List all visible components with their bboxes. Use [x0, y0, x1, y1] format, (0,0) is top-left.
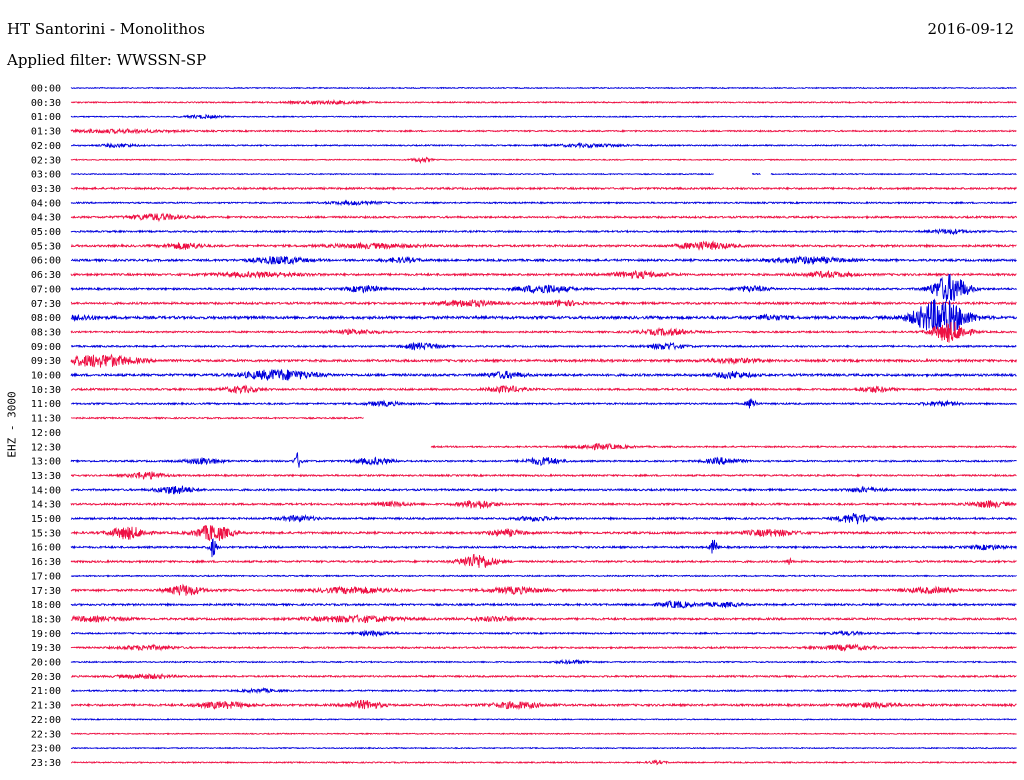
time-tick-label: 07:00: [31, 284, 61, 295]
time-tick-label: 04:30: [31, 213, 61, 224]
trace-line: [70, 746, 1017, 750]
trace-line: [70, 699, 1017, 711]
trace-line: [70, 583, 1017, 596]
time-tick-label: 18:30: [31, 614, 61, 625]
trace-line: [70, 199, 1017, 207]
time-tick-label: 20:00: [31, 658, 61, 669]
trace-line: [70, 512, 1017, 525]
trace-line: [70, 553, 1017, 568]
time-tick-label: 02:30: [31, 155, 61, 166]
trace-line: [70, 274, 1017, 302]
trace-line: [430, 442, 1017, 451]
time-tick-label: 05:30: [31, 241, 61, 252]
time-tick-label: 15:30: [31, 528, 61, 539]
trace-line: [70, 156, 1017, 165]
time-tick-label: 14:00: [31, 485, 61, 496]
trace-line: [70, 759, 1017, 766]
trace-line: [70, 98, 1017, 106]
time-tick-label: 23:30: [31, 758, 61, 769]
trace-line: [70, 186, 1017, 191]
trace-line: [70, 127, 1017, 135]
trace-line: [70, 524, 1017, 542]
trace-line: [70, 298, 1017, 309]
time-tick-label: 02:00: [31, 141, 61, 152]
trace-line: [70, 471, 1017, 480]
time-tick-label: 00:00: [31, 84, 61, 95]
time-tick-label: 00:30: [31, 98, 61, 109]
time-tick-label: 08:30: [31, 327, 61, 338]
trace-line: [70, 614, 1017, 624]
time-tick-label: 12:00: [31, 428, 61, 439]
time-tick-label: 07:30: [31, 299, 61, 310]
trace-line: [70, 212, 1017, 223]
trace-line: [70, 255, 1017, 266]
time-tick-label: 20:30: [31, 672, 61, 683]
time-tick-label: 09:30: [31, 356, 61, 367]
time-tick-label: 16:30: [31, 557, 61, 568]
trace-line: [71, 142, 1017, 149]
trace-line: [70, 485, 1017, 495]
station-title: HT Santorini - Monolithos: [7, 20, 205, 38]
time-tick-label: 13:30: [31, 471, 61, 482]
trace-line: [70, 600, 1017, 609]
time-tick-label: 23:00: [31, 744, 61, 755]
filter-label: Applied filter: WWSSN-SP: [7, 51, 207, 69]
trace-line: [70, 369, 1017, 381]
time-tick-label: 22:30: [31, 729, 61, 740]
time-tick-label: 22:00: [31, 715, 61, 726]
trace-line: [70, 298, 1017, 335]
trace-line: [70, 113, 1017, 120]
time-tick-label: 03:30: [31, 184, 61, 195]
time-tick-label: 11:00: [31, 399, 61, 410]
trace-line: [70, 172, 1017, 176]
time-tick-label: 08:00: [31, 313, 61, 324]
trace-line: [70, 86, 1017, 90]
time-tick-label: 01:00: [31, 112, 61, 123]
trace-line: [70, 341, 1017, 351]
time-tick-label: 18:00: [31, 600, 61, 611]
time-tick-label: 19:30: [31, 643, 61, 654]
time-tick-label: 14:30: [31, 500, 61, 511]
trace-line: [70, 732, 1017, 736]
time-tick-label: 01:30: [31, 127, 61, 138]
trace-line: [70, 673, 1017, 680]
time-tick-label: 17:30: [31, 586, 61, 597]
time-tick-label: 21:30: [31, 701, 61, 712]
time-tick-label: 15:00: [31, 514, 61, 525]
time-tick-label: 13:00: [31, 457, 61, 468]
time-tick-label: 06:00: [31, 256, 61, 267]
trace-line: [70, 322, 1017, 343]
time-tick-label: 09:00: [31, 342, 61, 353]
trace-line: [70, 416, 364, 420]
time-tick-label: 10:30: [31, 385, 61, 396]
time-tick-label: 11:30: [31, 414, 61, 425]
time-tick-label: 12:30: [31, 442, 61, 453]
trace-line: [70, 686, 1017, 695]
trace-line: [70, 629, 1017, 638]
trace-line: [70, 643, 1017, 652]
trace-line: [70, 269, 1017, 280]
trace-line: [70, 499, 1017, 509]
time-tick-label: 16:00: [31, 543, 61, 554]
time-tick-label: 10:00: [31, 371, 61, 382]
trace-line: [70, 398, 1017, 409]
trace-line: [70, 353, 1017, 368]
time-tick-label: 06:30: [31, 270, 61, 281]
trace-line: [70, 717, 1017, 721]
time-tick-label: 19:00: [31, 629, 61, 640]
trace-line: [70, 384, 1017, 395]
time-tick-label: 05:00: [31, 227, 61, 238]
trace-line: [70, 658, 1017, 665]
trace-line: [70, 451, 1017, 468]
time-tick-label: 17:00: [31, 571, 61, 582]
trace-line: [70, 538, 1017, 558]
trace-line: [70, 240, 1017, 251]
time-tick-label: 04:00: [31, 198, 61, 209]
time-tick-label: 21:00: [31, 686, 61, 697]
trace-line: [70, 574, 1017, 578]
time-tick-label: 03:00: [31, 170, 61, 181]
date-label: 2016-09-12: [927, 20, 1014, 38]
trace-line: [70, 228, 1017, 236]
